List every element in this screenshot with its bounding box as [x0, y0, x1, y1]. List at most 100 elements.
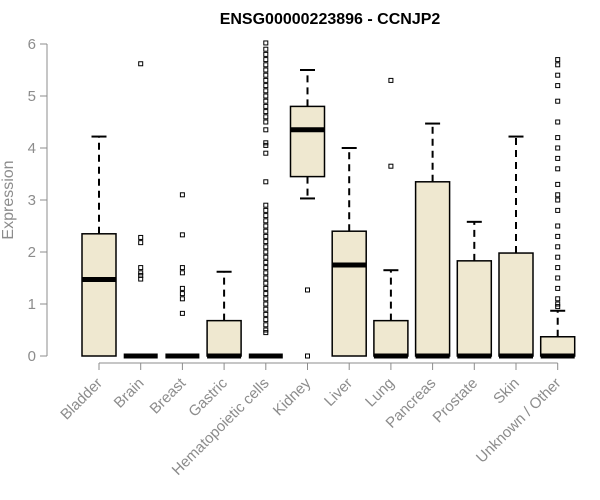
outlier-point	[263, 301, 269, 307]
outlier-point	[263, 179, 269, 185]
outlier-point	[555, 62, 561, 68]
outlier-point	[263, 77, 269, 83]
outlier-point	[263, 291, 269, 297]
box-group	[498, 135, 534, 359]
box-iqr	[81, 233, 117, 357]
outlier-point	[388, 163, 394, 169]
outlier-point	[555, 119, 561, 125]
outlier-point	[263, 202, 269, 208]
category-label: Bladder	[57, 375, 106, 424]
outlier-point	[263, 218, 269, 224]
box-iqr	[331, 230, 367, 357]
y-axis: 0 1 2 3 4 5 6	[28, 36, 48, 365]
outlier-point	[179, 192, 185, 198]
outlier-point	[179, 265, 185, 271]
category-label: Brain	[111, 375, 148, 412]
outlier-point	[555, 285, 561, 291]
outlier-point	[179, 296, 185, 302]
outlier-point	[138, 234, 144, 240]
y-tick-label: 1	[28, 296, 36, 313]
category-label: Prostate	[430, 375, 482, 427]
outlier-point	[263, 140, 269, 146]
box-iqr	[539, 336, 576, 357]
y-tick-label: 3	[28, 192, 36, 209]
outlier-point	[263, 83, 269, 89]
outlier-point	[555, 72, 561, 78]
box-iqr	[414, 181, 451, 357]
outlier-point	[263, 114, 269, 120]
y-tick-label: 2	[28, 244, 36, 261]
outlier-point	[179, 270, 185, 276]
outlier-point	[138, 265, 144, 271]
outlier-point	[179, 291, 185, 297]
outlier-point	[555, 135, 561, 141]
outlier-point	[555, 207, 561, 213]
outlier-point	[263, 270, 269, 276]
outlier-point	[263, 275, 269, 281]
outlier-point	[263, 72, 269, 78]
box-iqr	[456, 260, 493, 357]
outlier-point	[263, 239, 269, 245]
box-iqr	[289, 105, 326, 178]
box-group	[206, 270, 242, 359]
outlier-point	[263, 51, 269, 57]
category-label: Breast	[147, 374, 190, 417]
outlier-point	[555, 254, 561, 260]
category-label: Kidney	[270, 374, 315, 419]
box-iqr	[373, 319, 409, 357]
box-group	[248, 40, 283, 359]
y-tick-label: 5	[28, 88, 36, 105]
outlier-point	[263, 327, 269, 333]
outlier-point	[555, 197, 561, 203]
y-axis-label: Expression	[0, 160, 17, 239]
outlier-point	[138, 270, 144, 276]
box-group	[539, 57, 576, 359]
outlier-point	[263, 150, 269, 156]
outlier-point	[179, 310, 185, 316]
outlier-point	[555, 244, 561, 250]
outlier-point	[263, 259, 269, 265]
box-group	[289, 69, 326, 359]
outlier-point	[263, 142, 269, 148]
outlier-point	[263, 228, 269, 234]
outlier-point	[179, 232, 185, 238]
outlier-point	[305, 353, 310, 359]
outlier-point	[263, 249, 269, 255]
box-group	[414, 122, 451, 359]
chart-title: ENSG00000223896 - CCNJP2	[220, 11, 441, 28]
outlier-point	[138, 240, 144, 246]
outlier-point	[555, 296, 561, 302]
category-label: Lung	[362, 375, 398, 411]
outlier-point	[555, 145, 561, 151]
outlier-point	[263, 57, 269, 63]
box-group	[373, 77, 409, 359]
y-tick-label: 4	[28, 140, 36, 157]
outlier-point	[555, 301, 561, 307]
outlier-point	[555, 192, 561, 198]
outlier-point	[388, 77, 394, 83]
outlier-point	[263, 296, 269, 302]
boxes	[81, 40, 576, 359]
outlier-point	[263, 46, 269, 52]
outlier-point	[263, 322, 269, 328]
outlier-point	[138, 276, 144, 282]
outlier-point	[263, 306, 269, 312]
outlier-point	[555, 233, 561, 239]
outlier-point	[555, 304, 561, 310]
category-label: Liver	[321, 375, 356, 410]
outlier-point	[263, 280, 269, 286]
outlier-point	[555, 57, 561, 63]
outlier-point	[555, 181, 561, 187]
box-group	[123, 61, 158, 359]
outlier-point	[555, 98, 561, 104]
y-tick-label: 6	[28, 36, 36, 53]
outlier-point	[555, 275, 561, 281]
box-group	[456, 220, 493, 359]
outlier-point	[263, 330, 269, 336]
outlier-point	[555, 223, 561, 229]
outlier-point	[305, 287, 310, 293]
outlier-point	[263, 207, 269, 213]
outlier-point	[263, 88, 269, 94]
